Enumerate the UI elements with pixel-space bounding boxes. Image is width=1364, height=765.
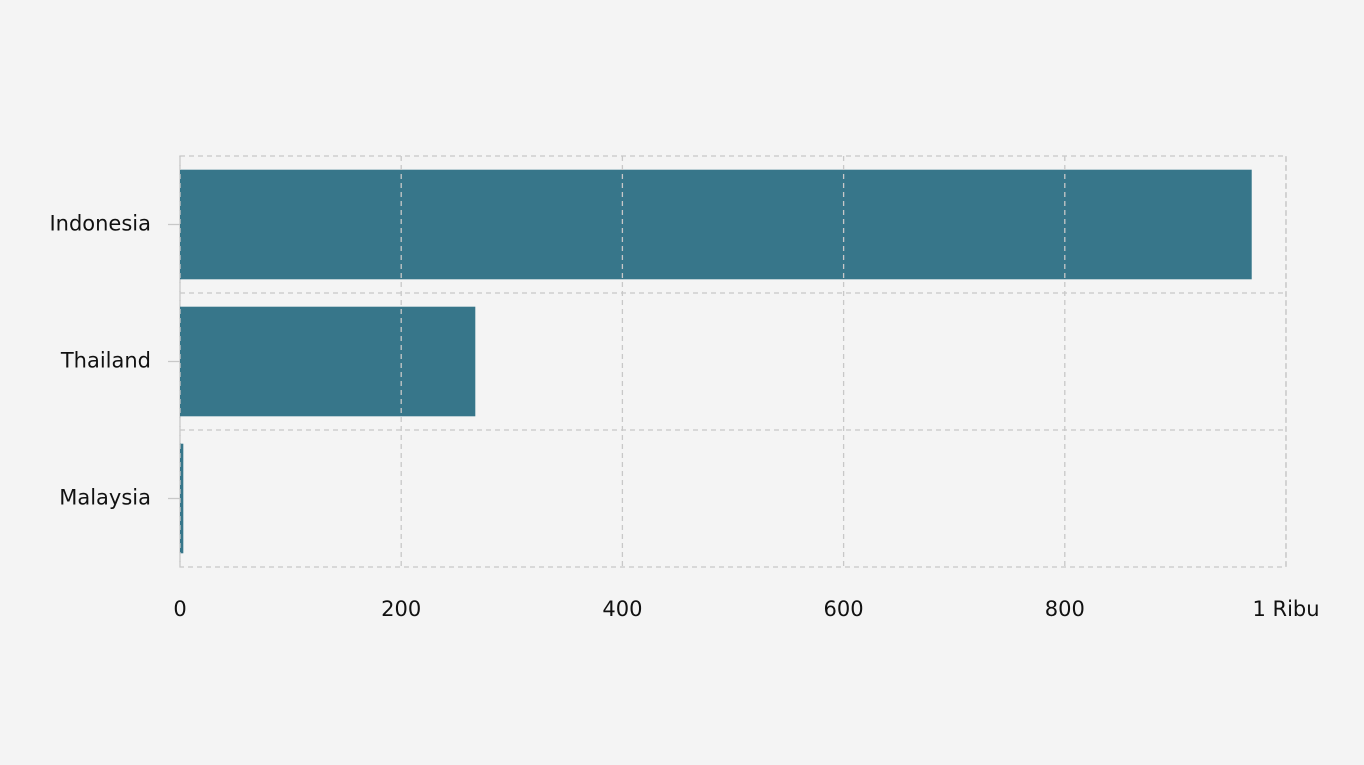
x-tick-label: 800 <box>1045 597 1085 621</box>
x-tick-label: 0 <box>173 597 186 621</box>
y-tick-label: Malaysia <box>59 486 151 510</box>
x-tick-label: 1 Ribu <box>1252 597 1319 621</box>
y-tick-label: Thailand <box>60 349 151 373</box>
x-tick-label: 400 <box>602 597 642 621</box>
bar <box>180 443 184 554</box>
y-tick-label: Indonesia <box>49 212 151 236</box>
x-tick-label: 200 <box>381 597 421 621</box>
x-tick-label: 600 <box>824 597 864 621</box>
bar <box>180 306 476 417</box>
bar <box>180 169 1252 280</box>
